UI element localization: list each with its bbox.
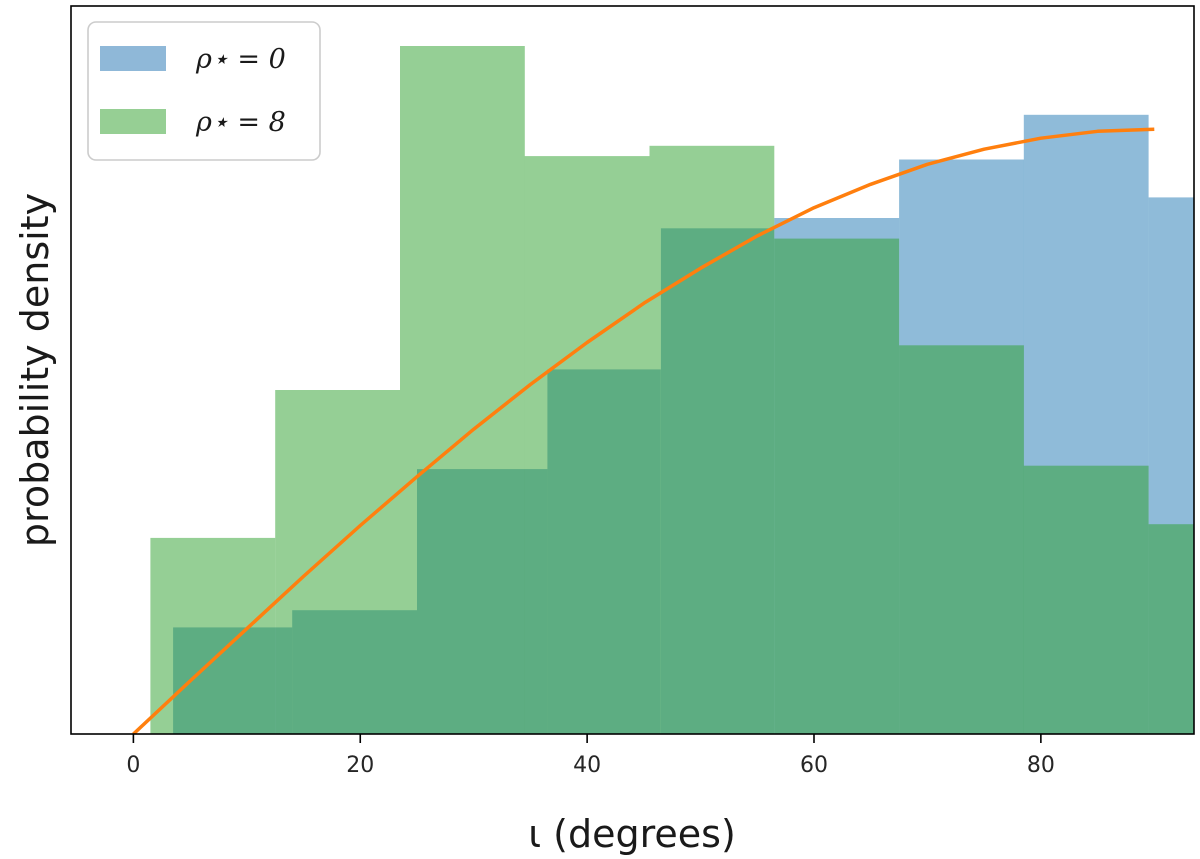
plot-frame [70, 5, 1195, 735]
legend-swatch-rho-0 [100, 46, 166, 71]
hist-bar-series1-bin5 [774, 238, 900, 734]
hist-bar-series1-bin6 [899, 345, 1024, 734]
legend-box [87, 21, 321, 161]
x-tick-label: 20 [346, 753, 374, 778]
sin-curve-line [132, 127, 1155, 734]
hist-bar-series1-bin3 [524, 156, 650, 734]
hist-bar-series1-bin7 [1023, 465, 1149, 734]
x-tick-label: 0 [126, 753, 140, 778]
y-axis-title: probability density [13, 193, 57, 547]
legend-label-rho-0: ρ⋆ = 0 [195, 44, 286, 75]
legend-swatch-rho-8 [100, 109, 166, 134]
x-tick-label: 40 [573, 753, 601, 778]
bars-layer [150, 46, 1194, 734]
hist-bar-series1-bin2 [400, 46, 525, 734]
x-axis-ticks: 0 20 40 60 80 [126, 734, 1055, 778]
hist-bar-series1-bin1 [275, 390, 400, 734]
curve-layer [132, 127, 1155, 734]
legend: ρ⋆ = 0 ρ⋆ = 8 [87, 21, 321, 161]
x-tick-label: 80 [1027, 753, 1055, 778]
legend-label-rho-8: ρ⋆ = 8 [195, 107, 286, 138]
hist-bar-series1-bin8 [1148, 524, 1194, 734]
hist-bar-series1-bin4 [649, 145, 775, 734]
hist-bar-series1-bin0 [150, 537, 276, 734]
x-tick-label: 60 [800, 753, 828, 778]
x-axis-title: ι (degrees) [528, 812, 736, 856]
